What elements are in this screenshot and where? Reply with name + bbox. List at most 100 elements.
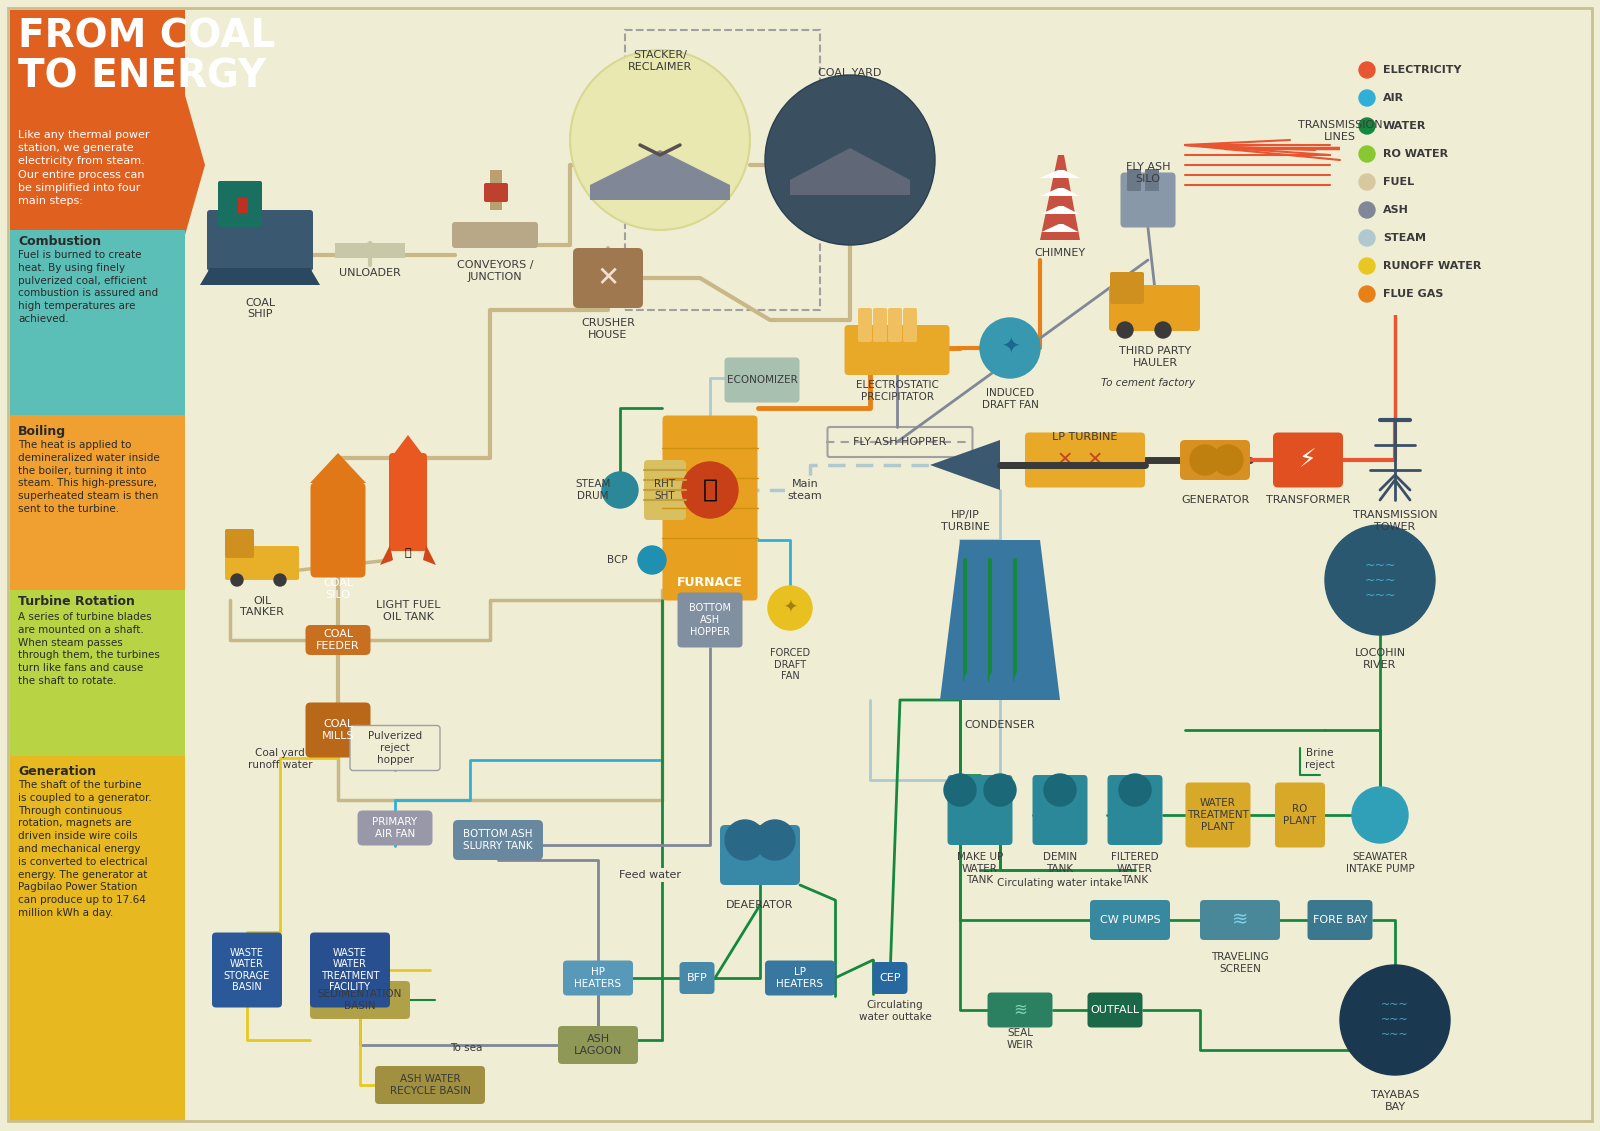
Text: COAL
SHIP: COAL SHIP xyxy=(245,297,275,319)
Text: Turbine Rotation: Turbine Rotation xyxy=(18,595,134,608)
Text: PRIMARY
AIR FAN: PRIMARY AIR FAN xyxy=(373,818,418,839)
FancyBboxPatch shape xyxy=(1026,432,1146,487)
FancyBboxPatch shape xyxy=(643,460,686,520)
Text: ⚡: ⚡ xyxy=(1299,448,1317,472)
FancyBboxPatch shape xyxy=(453,820,542,860)
Circle shape xyxy=(274,575,286,586)
Text: TRANSFORMER: TRANSFORMER xyxy=(1266,495,1350,506)
Text: COAL YARD: COAL YARD xyxy=(818,68,882,78)
FancyBboxPatch shape xyxy=(226,529,254,558)
FancyBboxPatch shape xyxy=(453,222,538,248)
Circle shape xyxy=(1358,118,1374,133)
Text: Circulating
water outtake: Circulating water outtake xyxy=(859,1000,931,1021)
Text: HP
HEATERS: HP HEATERS xyxy=(574,967,621,988)
Circle shape xyxy=(1155,322,1171,338)
FancyBboxPatch shape xyxy=(1146,169,1158,191)
FancyBboxPatch shape xyxy=(218,181,262,227)
Text: LP
HEATERS: LP HEATERS xyxy=(776,967,824,988)
Text: Pulverized
reject
hopper: Pulverized reject hopper xyxy=(368,732,422,765)
Text: UNLOADER: UNLOADER xyxy=(339,268,402,278)
FancyBboxPatch shape xyxy=(563,960,634,995)
Text: ~~~: ~~~ xyxy=(1381,1030,1410,1041)
FancyBboxPatch shape xyxy=(490,170,502,210)
Text: ✕: ✕ xyxy=(597,264,619,292)
Text: BOTTOM
ASH
HOPPER: BOTTOM ASH HOPPER xyxy=(690,604,731,637)
Text: DEAERATOR: DEAERATOR xyxy=(726,900,794,910)
Text: Brine
reject: Brine reject xyxy=(1306,748,1334,769)
Text: LOCOHIN
RIVER: LOCOHIN RIVER xyxy=(1355,648,1405,670)
Text: FROM COAL
TO ENERGY: FROM COAL TO ENERGY xyxy=(18,18,275,95)
Circle shape xyxy=(1190,444,1221,475)
FancyBboxPatch shape xyxy=(662,415,757,601)
Text: DEMIN
TANK: DEMIN TANK xyxy=(1043,852,1077,873)
Text: SEDIMENTATION
BASIN: SEDIMENTATION BASIN xyxy=(318,990,402,1011)
Text: ASH WATER
RECYCLE BASIN: ASH WATER RECYCLE BASIN xyxy=(389,1074,470,1096)
Text: ECONOMIZER: ECONOMIZER xyxy=(726,375,797,385)
Text: CRUSHER
HOUSE: CRUSHER HOUSE xyxy=(581,318,635,339)
Text: Like any thermal power
station, we generate
electricity from steam.
Our entire p: Like any thermal power station, we gener… xyxy=(18,130,149,206)
FancyBboxPatch shape xyxy=(1120,173,1176,227)
Text: OIL
TANKER: OIL TANKER xyxy=(240,596,283,616)
Circle shape xyxy=(1118,774,1150,806)
Circle shape xyxy=(944,774,976,806)
Circle shape xyxy=(1325,525,1435,634)
Text: 🔥: 🔥 xyxy=(702,478,717,502)
Text: CONDENSER: CONDENSER xyxy=(965,720,1035,729)
Text: LP TURBINE: LP TURBINE xyxy=(1053,432,1118,442)
FancyBboxPatch shape xyxy=(902,308,917,342)
Text: ✕: ✕ xyxy=(1058,450,1074,469)
Polygon shape xyxy=(381,545,394,566)
FancyBboxPatch shape xyxy=(1307,900,1373,940)
Wedge shape xyxy=(765,75,934,245)
Text: WASTE
WATER
STORAGE
BASIN: WASTE WATER STORAGE BASIN xyxy=(224,948,270,992)
FancyBboxPatch shape xyxy=(211,932,282,1008)
FancyBboxPatch shape xyxy=(226,546,299,580)
FancyBboxPatch shape xyxy=(310,981,410,1019)
FancyBboxPatch shape xyxy=(10,415,186,590)
FancyBboxPatch shape xyxy=(1186,783,1251,847)
Text: COAL
SILO: COAL SILO xyxy=(323,578,354,599)
FancyBboxPatch shape xyxy=(1200,900,1280,940)
Polygon shape xyxy=(590,150,730,200)
Text: CEP: CEP xyxy=(880,973,901,983)
Text: GENERATOR: GENERATOR xyxy=(1181,495,1250,506)
Text: COAL
FEEDER: COAL FEEDER xyxy=(317,629,360,650)
Text: FURNACE: FURNACE xyxy=(677,576,742,588)
Text: ✦: ✦ xyxy=(1000,338,1019,359)
Circle shape xyxy=(1358,146,1374,162)
FancyBboxPatch shape xyxy=(350,725,440,770)
FancyBboxPatch shape xyxy=(1032,775,1088,845)
Text: The shaft of the turbine
is coupled to a generator.
Through continuous
rotation,: The shaft of the turbine is coupled to a… xyxy=(18,780,152,918)
Text: ✕: ✕ xyxy=(1086,450,1102,469)
Text: FILTERED
WATER
TANK: FILTERED WATER TANK xyxy=(1110,852,1158,886)
FancyBboxPatch shape xyxy=(310,483,365,578)
FancyBboxPatch shape xyxy=(1088,993,1142,1027)
Text: AIR: AIR xyxy=(1382,93,1405,103)
FancyBboxPatch shape xyxy=(206,210,314,271)
Circle shape xyxy=(1358,174,1374,190)
Circle shape xyxy=(1014,668,1038,692)
Text: THIRD PARTY
HAULER: THIRD PARTY HAULER xyxy=(1118,346,1190,368)
Circle shape xyxy=(638,546,666,575)
Circle shape xyxy=(602,472,638,508)
FancyBboxPatch shape xyxy=(765,960,835,995)
Text: WASTE
WATER
TREATMENT
FACILITY: WASTE WATER TREATMENT FACILITY xyxy=(320,948,379,992)
Text: ELECTRICITY: ELECTRICITY xyxy=(1382,64,1461,75)
Text: STACKER/
RECLAIMER: STACKER/ RECLAIMER xyxy=(627,50,693,71)
Text: MAKE UP
WATER
TANK: MAKE UP WATER TANK xyxy=(957,852,1003,886)
FancyBboxPatch shape xyxy=(720,824,800,884)
Text: ELECTROSTATIC
PRECIPITATOR: ELECTROSTATIC PRECIPITATOR xyxy=(856,380,939,402)
FancyBboxPatch shape xyxy=(827,428,973,457)
Text: To sea: To sea xyxy=(450,1043,482,1053)
Text: ~~~: ~~~ xyxy=(1381,1000,1410,1010)
Text: Circulating water intake: Circulating water intake xyxy=(997,878,1123,888)
Text: INDUCED
DRAFT FAN: INDUCED DRAFT FAN xyxy=(981,388,1038,409)
Circle shape xyxy=(755,820,795,860)
Polygon shape xyxy=(1042,224,1078,232)
Polygon shape xyxy=(1040,155,1080,240)
Text: TRAVELING
SCREEN: TRAVELING SCREEN xyxy=(1211,952,1269,974)
Circle shape xyxy=(230,575,243,586)
Text: LIGHT FUEL
OIL TANK: LIGHT FUEL OIL TANK xyxy=(376,601,440,622)
Circle shape xyxy=(965,668,989,692)
FancyBboxPatch shape xyxy=(1107,775,1163,845)
